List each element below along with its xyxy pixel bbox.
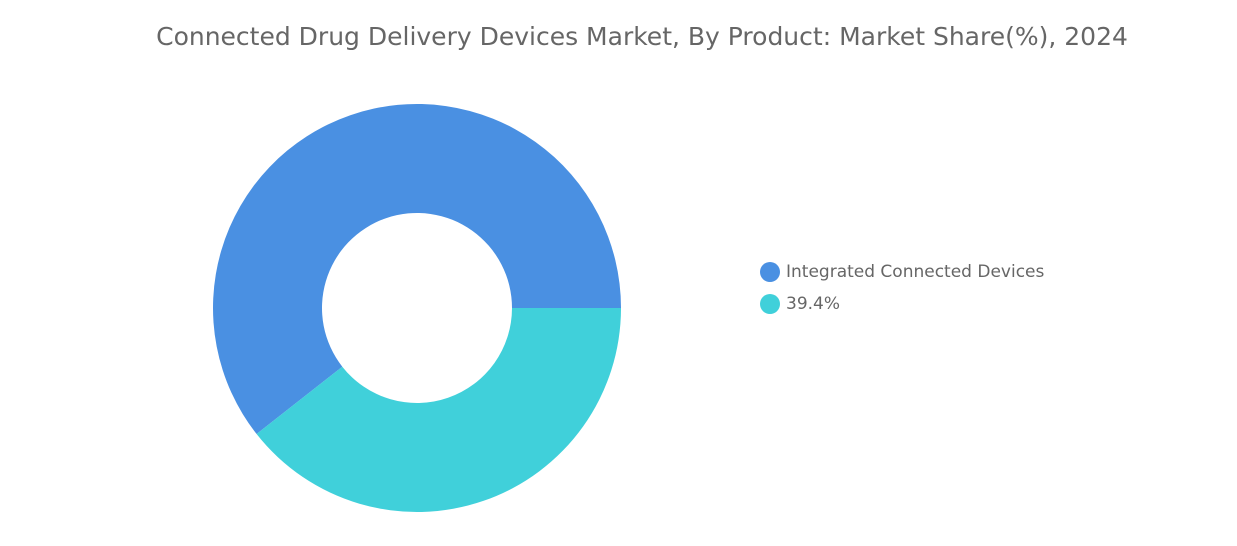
legend-label: Integrated Connected Devices	[786, 262, 1045, 282]
legend-marker	[760, 294, 780, 314]
chart-title: Connected Drug Delivery Devices Market, …	[156, 22, 1128, 51]
legend-label: 39.4%	[786, 294, 840, 314]
donut-slice	[256, 308, 621, 513]
legend-marker	[760, 262, 780, 282]
donut-slice	[212, 104, 621, 435]
